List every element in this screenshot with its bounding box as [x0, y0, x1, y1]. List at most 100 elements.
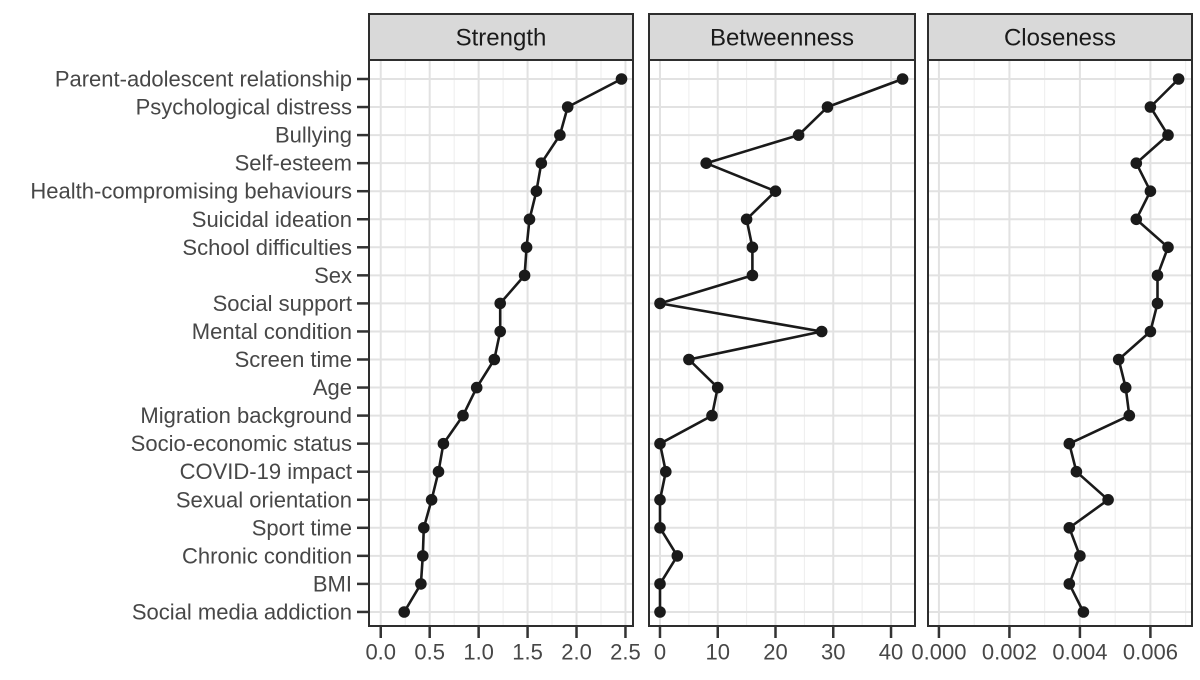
x-axis-tick-label: 0.5 — [414, 640, 445, 665]
data-point-closeness-15 — [1102, 494, 1114, 506]
y-axis-label: Migration background — [140, 403, 352, 428]
panel-border — [648, 59, 916, 627]
data-point-closeness-13 — [1063, 437, 1076, 450]
data-point-betweenness-2 — [792, 129, 805, 141]
data-point-strength-4 — [530, 185, 543, 197]
y-axis-label: Bullying — [275, 123, 352, 148]
data-point-closeness-14 — [1070, 465, 1083, 478]
x-axis-tick-label: 40 — [879, 640, 903, 665]
data-point-betweenness-10 — [683, 353, 695, 366]
data-point-closeness-11 — [1119, 381, 1132, 394]
data-point-betweenness-16 — [654, 522, 666, 534]
data-point-closeness-10 — [1112, 353, 1125, 366]
data-point-strength-17 — [417, 550, 429, 562]
y-axis-label: Psychological distress — [136, 95, 352, 120]
x-axis-tick-label: 2.0 — [561, 640, 592, 665]
data-point-closeness-12 — [1123, 409, 1136, 422]
x-axis-tick-label: 0.006 — [1123, 640, 1178, 665]
panel-background — [928, 60, 1192, 626]
x-axis-tick-label: 0.004 — [1052, 640, 1107, 665]
data-point-strength-9 — [494, 325, 507, 338]
panel-border — [927, 59, 1193, 627]
data-point-betweenness-3 — [700, 157, 712, 169]
panel-background — [649, 60, 915, 626]
x-axis-tick-label: 30 — [821, 640, 845, 665]
x-axis-tick-label: 1.0 — [463, 640, 494, 665]
facet-strip-strength — [368, 13, 634, 61]
data-point-closeness-0 — [1172, 73, 1185, 85]
data-point-closeness-1 — [1144, 101, 1157, 113]
panel-background — [369, 60, 633, 626]
data-point-betweenness-13 — [654, 437, 666, 450]
x-axis-tick-label: 0.002 — [982, 640, 1037, 665]
x-axis-tick-label: 1.5 — [512, 640, 543, 665]
y-axis-label: Suicidal ideation — [192, 207, 352, 232]
data-point-strength-18 — [415, 578, 427, 590]
y-axis-label: Parent-adolescent relationship — [55, 67, 352, 92]
data-point-strength-19 — [398, 606, 411, 618]
data-point-betweenness-4 — [769, 185, 782, 197]
data-point-closeness-8 — [1151, 297, 1164, 310]
data-point-betweenness-19 — [654, 606, 666, 618]
y-axis-label: Health-compromising behaviours — [30, 179, 352, 204]
facet-strip-title: Closeness — [1004, 25, 1116, 52]
data-point-closeness-5 — [1130, 213, 1143, 226]
data-point-strength-5 — [523, 213, 536, 226]
x-axis-tick-label: 0.000 — [911, 640, 966, 665]
data-point-betweenness-6 — [746, 241, 759, 254]
data-point-strength-11 — [470, 381, 483, 394]
y-axis-label: Mental condition — [192, 319, 352, 344]
data-point-strength-13 — [437, 437, 450, 450]
facet-strip-title: Betweenness — [710, 25, 854, 52]
y-axis-label: Sexual orientation — [176, 487, 352, 512]
data-point-strength-2 — [554, 129, 566, 141]
y-axis-label: BMI — [313, 571, 352, 596]
data-point-closeness-16 — [1063, 522, 1076, 534]
data-point-betweenness-5 — [740, 213, 753, 226]
data-point-closeness-18 — [1063, 578, 1076, 590]
y-axis-label: Social support — [213, 291, 352, 316]
y-axis-label: Sport time — [252, 515, 352, 540]
y-axis-label: Social media addiction — [132, 599, 352, 624]
facet-strip-title: Strength — [456, 25, 547, 52]
facet-strip-closeness — [927, 13, 1193, 61]
data-point-betweenness-18 — [654, 578, 666, 590]
panel-betweenness: Betweenness 0 10 20 30 40 — [648, 13, 916, 665]
data-point-betweenness-17 — [671, 550, 684, 562]
data-point-betweenness-12 — [706, 409, 718, 422]
y-axis-label: Sex — [314, 263, 352, 288]
y-axis-label: Age — [313, 375, 352, 400]
panel-closeness: Closeness 0.000 0.002 0.004 0.006 — [911, 13, 1193, 665]
data-point-strength-12 — [457, 409, 469, 422]
data-point-strength-3 — [535, 157, 548, 169]
x-axis-tick-label: 20 — [763, 640, 787, 665]
data-point-betweenness-8 — [654, 297, 666, 310]
y-axis-label: Chronic condition — [182, 543, 352, 568]
data-point-strength-1 — [561, 101, 574, 113]
data-point-closeness-19 — [1077, 606, 1090, 618]
panel-border — [368, 59, 634, 627]
x-axis-tick-label: 0 — [654, 640, 666, 665]
y-axis-label: COVID-19 impact — [180, 459, 352, 484]
y-axis-label: Self-esteem — [235, 151, 352, 176]
data-point-closeness-7 — [1151, 269, 1164, 282]
data-point-strength-7 — [518, 269, 531, 282]
y-axis-label: School difficulties — [182, 235, 352, 260]
data-point-closeness-17 — [1074, 550, 1086, 562]
data-point-strength-6 — [520, 241, 533, 254]
x-axis-tick-label: 2.5 — [610, 640, 641, 665]
data-point-strength-14 — [432, 465, 445, 478]
data-point-closeness-4 — [1144, 185, 1157, 197]
data-point-strength-0 — [615, 73, 628, 85]
data-point-betweenness-0 — [896, 73, 909, 85]
facet-strip-betweenness — [648, 13, 916, 61]
data-point-betweenness-15 — [654, 494, 666, 506]
data-point-betweenness-11 — [711, 381, 724, 394]
y-axis-label: Socio-economic status — [131, 431, 352, 456]
panel-strength: Strength 0.0 0.5 1.0 1.5 2.0 2.5 — [365, 13, 641, 665]
data-point-betweenness-7 — [746, 269, 759, 282]
data-point-betweenness-9 — [815, 325, 828, 338]
data-point-closeness-6 — [1162, 241, 1174, 254]
